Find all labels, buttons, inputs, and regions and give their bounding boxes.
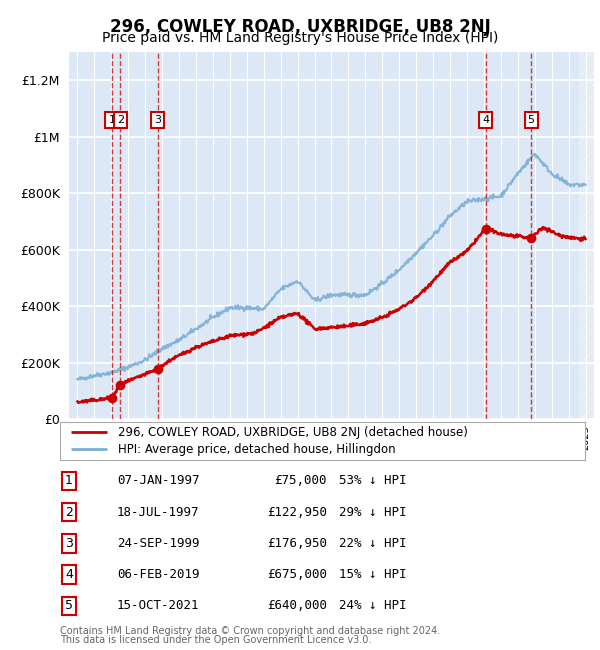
Text: 15-OCT-2021: 15-OCT-2021 — [117, 599, 199, 612]
Text: £675,000: £675,000 — [267, 568, 327, 581]
Text: 2: 2 — [65, 506, 73, 519]
Text: 5: 5 — [527, 115, 535, 125]
Text: 06-FEB-2019: 06-FEB-2019 — [117, 568, 199, 581]
Text: 22% ↓ HPI: 22% ↓ HPI — [339, 537, 407, 550]
Text: 24-SEP-1999: 24-SEP-1999 — [117, 537, 199, 550]
Text: 29% ↓ HPI: 29% ↓ HPI — [339, 506, 407, 519]
Text: 3: 3 — [154, 115, 161, 125]
Text: Price paid vs. HM Land Registry's House Price Index (HPI): Price paid vs. HM Land Registry's House … — [102, 31, 498, 46]
Text: £75,000: £75,000 — [275, 474, 327, 488]
Text: £176,950: £176,950 — [267, 537, 327, 550]
Text: HPI: Average price, detached house, Hillingdon: HPI: Average price, detached house, Hill… — [118, 443, 395, 456]
Text: 4: 4 — [65, 568, 73, 581]
Text: 2: 2 — [117, 115, 124, 125]
Text: 24% ↓ HPI: 24% ↓ HPI — [339, 599, 407, 612]
Text: Contains HM Land Registry data © Crown copyright and database right 2024.: Contains HM Land Registry data © Crown c… — [60, 626, 440, 636]
Text: 1: 1 — [65, 474, 73, 488]
Text: 3: 3 — [65, 537, 73, 550]
Text: 4: 4 — [482, 115, 489, 125]
Text: 15% ↓ HPI: 15% ↓ HPI — [339, 568, 407, 581]
Bar — [579, 52, 594, 419]
Text: £640,000: £640,000 — [267, 599, 327, 612]
Text: This data is licensed under the Open Government Licence v3.0.: This data is licensed under the Open Gov… — [60, 635, 371, 645]
Text: £122,950: £122,950 — [267, 506, 327, 519]
Text: 296, COWLEY ROAD, UXBRIDGE, UB8 2NJ: 296, COWLEY ROAD, UXBRIDGE, UB8 2NJ — [110, 18, 490, 36]
Text: 5: 5 — [65, 599, 73, 612]
Text: 07-JAN-1997: 07-JAN-1997 — [117, 474, 199, 488]
Text: 18-JUL-1997: 18-JUL-1997 — [117, 506, 199, 519]
Text: 296, COWLEY ROAD, UXBRIDGE, UB8 2NJ (detached house): 296, COWLEY ROAD, UXBRIDGE, UB8 2NJ (det… — [118, 426, 467, 439]
Text: 1: 1 — [109, 115, 115, 125]
Text: 53% ↓ HPI: 53% ↓ HPI — [339, 474, 407, 488]
